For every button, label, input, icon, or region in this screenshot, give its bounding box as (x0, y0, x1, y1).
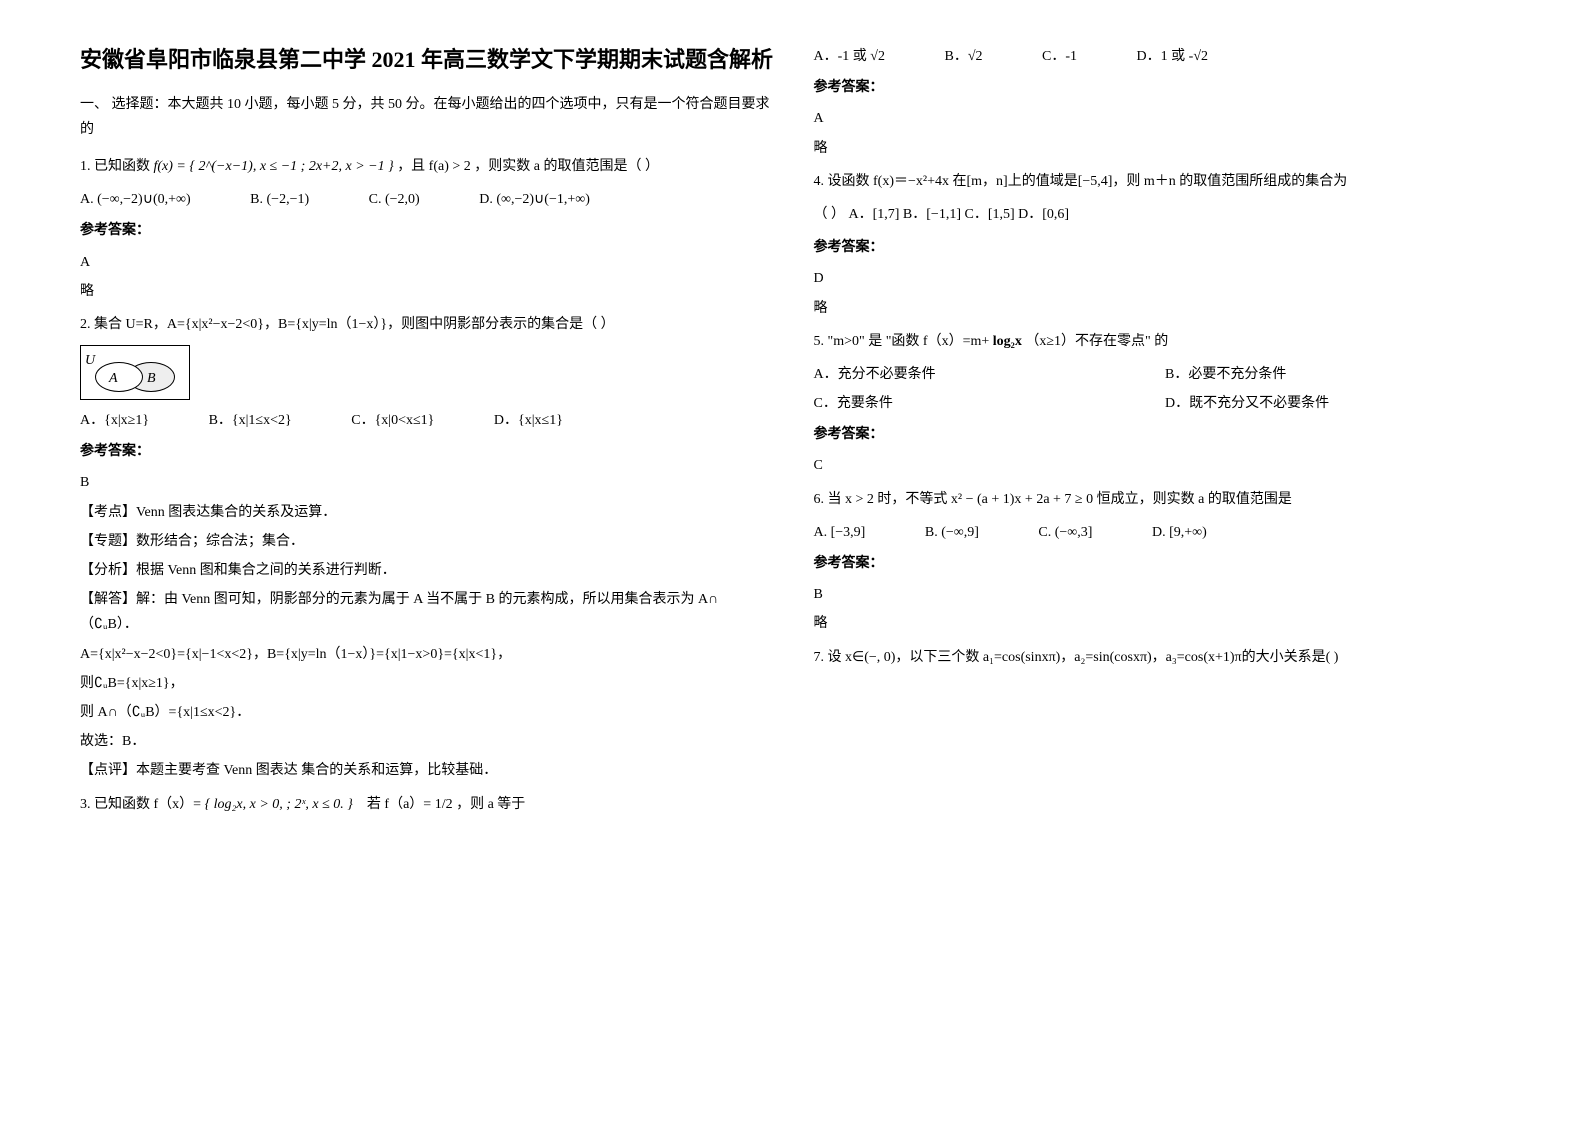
q2-opt-d: D．{x|x≤1} (494, 413, 591, 428)
q2-exp-pt: 【考点】Venn 图表达集合的关系及运算． (80, 500, 774, 525)
q1-ans: A (80, 250, 774, 275)
q1-opt-a: A. (−∞,−2)∪(0,+∞) (80, 192, 219, 207)
q4-opts-line: （ ） A．[1,7] B．[−1,1] C．[1,5] D．[0,6] (814, 202, 1508, 227)
q3-half: 1/2 (435, 797, 453, 812)
q5-stem-post: （x≥1）不存在零点" 的 (1025, 334, 1168, 349)
question-2: 2. 集合 U=R，A={x|x²−x−2<0}，B={x|y=ln（1−x）}… (80, 312, 774, 337)
q6-ans: B (814, 582, 1508, 607)
q1-ans-label: 参考答案： (80, 218, 774, 243)
q1-stem-mid: ，且 f(a) > 2 ，则实数 a 的取值范围是（ ） (397, 159, 659, 174)
venn-a-label: A (109, 366, 118, 391)
q4-note: 略 (814, 296, 1508, 321)
q2-exp-anal: 【分析】根据 Venn 图和集合之间的关系进行判断． (80, 558, 774, 583)
q2-ans: B (80, 470, 774, 495)
q3-stem-pre: 3. 已知函数 f（x）= (80, 797, 201, 812)
q6-note: 略 (814, 611, 1508, 636)
q3-opt-a: A．-1 或 √2 (814, 49, 913, 64)
q2-exp-sol4: 则 A∩（∁ᵤB）={x|1≤x<2}． (80, 700, 774, 725)
q2-exp-cmt: 【点评】本题主要考查 Venn 图表达 集合的关系和运算，比较基础． (80, 758, 774, 783)
q3-note: 略 (814, 136, 1508, 161)
q5-logx: log₂x (993, 334, 1022, 349)
q1-func: f(x) = { 2^(−x−1), x ≤ −1 ; 2x+2, x > −1… (154, 159, 394, 174)
q1-opt-c: C. (−2,0) (369, 192, 448, 207)
q2-opt-a: A．{x|x≥1} (80, 413, 177, 428)
q3-opt-b: B．√2 (944, 49, 1010, 64)
q4-ans-label: 参考答案： (814, 235, 1508, 260)
q5-opt-c: C．充要条件 (814, 391, 1134, 416)
question-6: 6. 当 x > 2 时，不等式 x² − (a + 1)x + 2a + 7 … (814, 487, 1508, 512)
q2-exp-sol5: 故选：B． (80, 729, 774, 754)
q2-options: A．{x|x≥1} B．{x|1≤x<2} C．{x|0<x≤1} D．{x|x… (80, 408, 774, 433)
q5-opt-d: D．既不充分又不必要条件 (1165, 396, 1357, 411)
q1-stem-pre: 1. 已知函数 (80, 159, 150, 174)
q2-opt-c: C．{x|0<x≤1} (351, 413, 462, 428)
question-1: 1. 已知函数 f(x) = { 2^(−x−1), x ≤ −1 ; 2x+2… (80, 154, 774, 179)
venn-b-label: B (147, 366, 156, 391)
question-3-stem: 3. 已知函数 f（x）= { log₂x, x > 0, ; 2ˣ, x ≤ … (80, 792, 774, 817)
q5-options-row1: A．充分不必要条件 B．必要不充分条件 (814, 362, 1508, 387)
q2-exp-topic: 【专题】数形结合；综合法；集合． (80, 529, 774, 554)
q1-options: A. (−∞,−2)∪(0,+∞) B. (−2,−1) C. (−2,0) D… (80, 187, 774, 212)
q5-opt-a: A．充分不必要条件 (814, 362, 1134, 387)
q5-options-row2: C．充要条件 D．既不充分又不必要条件 (814, 391, 1508, 416)
q3-stem-mid-b: ，则 a 等于 (456, 797, 525, 812)
q2-opt-b: B．{x|1≤x<2} (209, 413, 320, 428)
question-4: 4. 设函数 f(x)＝−x²+4x 在[m，n]上的值域是[−5,4]，则 m… (814, 169, 1508, 194)
q3-options: A．-1 或 √2 B．√2 C．-1 D．1 或 -√2 (814, 44, 1508, 69)
q3-ans: A (814, 106, 1508, 131)
q6-opt-c: C. (−∞,3] (1038, 525, 1120, 540)
q6-opt-a: A. [−3,9] (814, 525, 894, 540)
question-5: 5. "m>0" 是 "函数 f（x）=m+ log₂x （x≥1）不存在零点"… (814, 329, 1508, 354)
q1-opt-d: D. (∞,−2)∪(−1,+∞) (479, 192, 618, 207)
q2-exp-sol3: 则∁ᵤB={x|x≥1}， (80, 671, 774, 696)
q5-opt-b: B．必要不充分条件 (1165, 367, 1314, 382)
venn-circle-a (95, 362, 143, 392)
q3-func: { log₂x, x > 0, ; 2ˣ, x ≤ 0. } (205, 797, 353, 812)
q6-ans-label: 参考答案： (814, 551, 1508, 576)
q2-exp-sol2: A={x|x²−x−2<0}={x|−1<x<2}，B={x|y=ln（1−x）… (80, 642, 774, 667)
q2-ans-label: 参考答案： (80, 439, 774, 464)
q6-options: A. [−3,9] B. (−∞,9] C. (−∞,3] D. [9,+∞) (814, 520, 1508, 545)
q1-opt-b: B. (−2,−1) (250, 192, 337, 207)
q3-ans-label: 参考答案： (814, 75, 1508, 100)
q1-note: 略 (80, 279, 774, 304)
venn-diagram: U A B (80, 345, 190, 400)
page-title: 安徽省阜阳市临泉县第二中学 2021 年高三数学文下学期期末试题含解析 (80, 40, 774, 80)
q3-stem-mid-a: 若 f（a）= (367, 797, 431, 812)
q5-ans-label: 参考答案： (814, 422, 1508, 447)
q6-opt-d: D. [9,+∞) (1152, 525, 1235, 540)
q5-stem-pre: 5. "m>0" 是 "函数 f（x）=m+ (814, 334, 990, 349)
q3-opt-d: D．1 或 -√2 (1137, 49, 1236, 64)
q2-exp-sol1: 【解答】解：由 Venn 图可知，阴影部分的元素为属于 A 当不属于 B 的元素… (80, 587, 774, 637)
q3-opt-c: C．-1 (1042, 49, 1105, 64)
section1-heading: 一、 选择题：本大题共 10 小题，每小题 5 分，共 50 分。在每小题给出的… (80, 92, 774, 142)
venn-u-label: U (85, 348, 95, 373)
q5-ans: C (814, 453, 1508, 478)
question-7: 7. 设 x∈(−, 0)，以下三个数 a₁=cos(sinxπ)，a₂=sin… (814, 645, 1508, 670)
q6-opt-b: B. (−∞,9] (925, 525, 1007, 540)
q4-ans: D (814, 266, 1508, 291)
